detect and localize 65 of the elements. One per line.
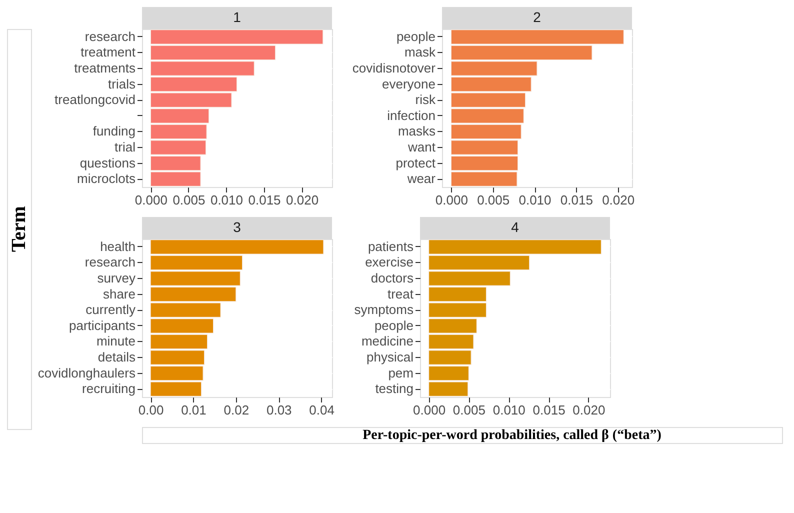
x-tick-label: 0.005 xyxy=(477,192,510,208)
y-tick-label: symptoms xyxy=(354,302,414,318)
x-tick-label: 0.020 xyxy=(286,192,319,208)
y-tick-label: microclots xyxy=(76,171,136,186)
chart-title: 3 xyxy=(233,219,242,235)
x-tick-label: 0.000 xyxy=(413,402,446,418)
y-tick-label: want xyxy=(407,140,436,154)
chart-title: 2 xyxy=(533,9,542,25)
x-tick-label: 0.015 xyxy=(248,192,281,208)
y-tick-label: questions xyxy=(80,155,136,170)
y-tick-label: covidlonghaulers xyxy=(38,365,136,380)
y-tick-label: testing xyxy=(375,381,414,396)
y-tick-label: treatments xyxy=(74,60,136,76)
y-tick-label: research xyxy=(84,254,136,270)
y-tick-label: risk xyxy=(415,92,436,108)
y-tick-label: mask xyxy=(404,44,436,60)
x-tick-label: 0.015 xyxy=(532,402,566,418)
y-tick-label: currently xyxy=(86,302,136,318)
x-tick-label: 0.020 xyxy=(602,192,635,208)
y-tick-label: health xyxy=(100,238,136,254)
y-tick-label: wear xyxy=(406,171,436,186)
y-tick-label: treat xyxy=(387,286,414,302)
y-tick-label: participants xyxy=(69,318,136,333)
x-tick-label: 0.000 xyxy=(435,192,468,208)
y-tick-label: survey xyxy=(97,270,136,286)
y-tick-label: medicine xyxy=(361,334,414,349)
y-tick-label: treatlongcovid xyxy=(54,92,136,108)
y-tick-label: recruiting xyxy=(82,381,136,396)
chart-title: 4 xyxy=(511,219,520,235)
y-tick-label: research xyxy=(84,28,136,44)
x-tick-label: 0.03 xyxy=(266,402,292,418)
y-tick-label: masks xyxy=(398,124,436,139)
y-tick-label: minute xyxy=(96,334,136,349)
y-tick-label: doctors xyxy=(370,270,414,286)
y-tick-label: pem xyxy=(388,365,414,380)
y-tick-label: treatment xyxy=(80,44,136,60)
y-tick-label: exercise xyxy=(365,254,414,270)
x-axis-title: Per-topic-per-word probabilities, called β (“beta”) xyxy=(362,428,662,443)
x-tick-label: 0.005 xyxy=(452,402,486,418)
x-tick-label: 0.020 xyxy=(572,402,606,418)
y-tick-label: share xyxy=(102,286,136,302)
x-tick-label: 0.04 xyxy=(309,402,334,418)
y-tick-label: trials xyxy=(108,76,136,92)
x-tick-label: 0.005 xyxy=(172,192,206,208)
x-tick-label: 0.00 xyxy=(138,402,164,418)
x-tick-label: 0.02 xyxy=(224,402,250,418)
y-tick-label: patients xyxy=(368,238,414,254)
x-tick-label: 0.000 xyxy=(134,192,168,208)
x-tick-label: 0.015 xyxy=(560,192,593,208)
chart-title: 1 xyxy=(233,9,242,25)
y-tick-label: funding xyxy=(92,124,136,139)
y-tick-label: everyone xyxy=(382,76,436,92)
y-tick-label: trial xyxy=(114,140,136,154)
x-tick-label: 0.010 xyxy=(518,192,552,208)
x-tick-label: 0.01 xyxy=(181,402,206,418)
y-axis-title: Term xyxy=(8,206,30,252)
y-tick-label: details xyxy=(98,350,136,364)
x-tick-label: 0.010 xyxy=(492,402,526,418)
y-tick-label: physical xyxy=(366,350,414,364)
y-tick-label: people xyxy=(374,318,414,333)
x-tick-label: 0.010 xyxy=(210,192,244,208)
y-tick-label: infection xyxy=(387,108,436,123)
y-tick-label: people xyxy=(396,28,436,44)
y-tick-label: covidisnotover xyxy=(352,60,436,76)
y-tick-label: protect xyxy=(396,155,436,170)
